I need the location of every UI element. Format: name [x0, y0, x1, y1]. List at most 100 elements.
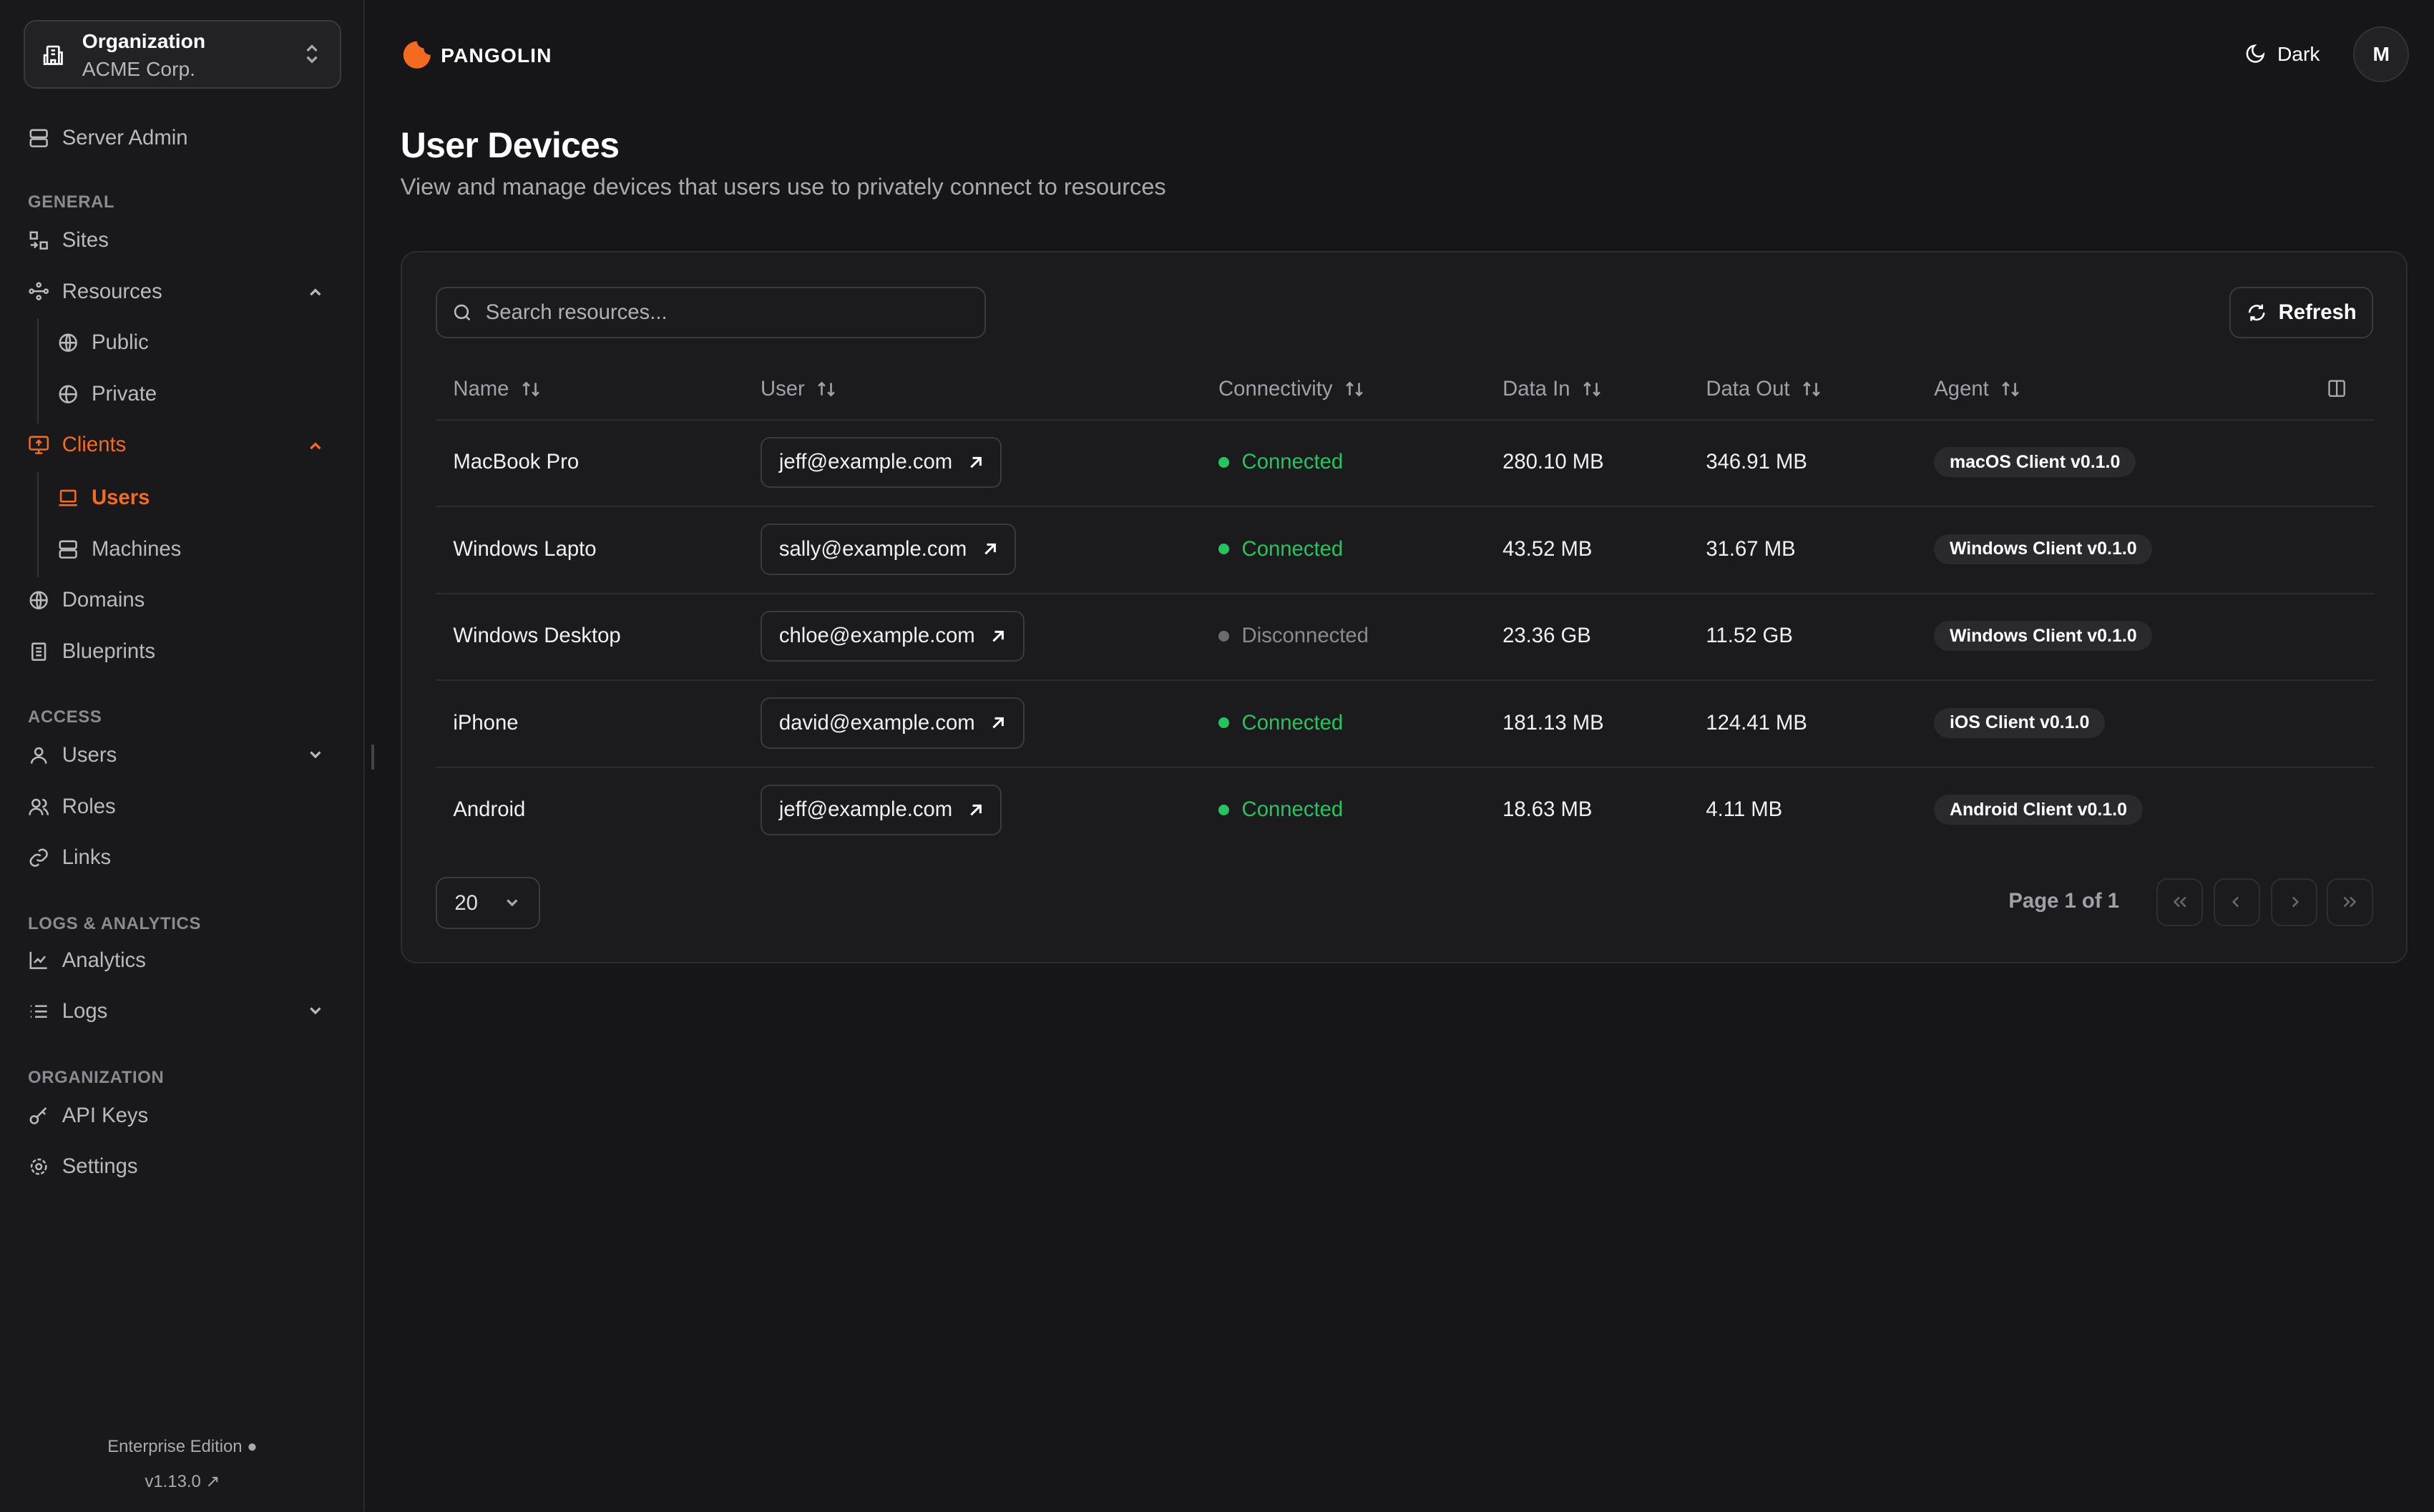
page-title: User Devices [400, 124, 620, 165]
column-label: Data In [1502, 377, 1570, 401]
label: Users [91, 486, 150, 510]
sidebar-item-settings[interactable]: Settings [28, 1154, 338, 1179]
agent-badge: Windows Client v0.1.0 [1934, 534, 2153, 564]
avatar[interactable]: M [2353, 26, 2410, 82]
column-header-user[interactable]: User [761, 377, 836, 401]
last-page-button[interactable] [2327, 878, 2374, 927]
user-link-button[interactable]: david@example.com [760, 697, 1025, 749]
chevron-down-icon [309, 1007, 321, 1015]
search-placeholder: Search resources... [485, 300, 668, 324]
sidebar-item-analytics[interactable]: Analytics [28, 948, 338, 973]
data-out: 4.11 MB [1706, 797, 1783, 822]
user-link-button[interactable]: jeff@example.com [760, 784, 1002, 836]
device-name: Android [453, 797, 526, 822]
status-dot [1218, 717, 1230, 729]
sidebar-item-sites[interactable]: Sites [28, 228, 338, 252]
status-dot [1218, 544, 1230, 555]
sidebar-item-server-admin[interactable]: Server Admin [28, 126, 338, 150]
sites-icon [29, 231, 48, 250]
theme-toggle[interactable]: Dark [2244, 42, 2320, 66]
user-email: jeff@example.com [778, 450, 953, 474]
monitor-up-icon [29, 436, 49, 454]
column-header-data-out[interactable]: Data Out [1706, 377, 1821, 401]
arrow-up-right-icon [984, 543, 996, 555]
data-in: 23.36 GB [1502, 624, 1591, 648]
connectivity-status: Connected [1218, 506, 1343, 593]
prev-page-button[interactable] [2213, 878, 2260, 927]
columns-toggle-icon[interactable] [2327, 378, 2347, 398]
row-divider [436, 766, 2375, 768]
sidebar-item-users[interactable]: Users [57, 486, 368, 510]
sidebar-item-links[interactable]: Links [28, 845, 338, 870]
sidebar-resize-handle[interactable] [371, 745, 374, 770]
user-link-button[interactable]: sally@example.com [760, 524, 1017, 575]
sidebar-item-resources[interactable]: Resources [28, 280, 338, 304]
section-access: ACCESS [28, 707, 102, 727]
refresh-button[interactable]: Refresh [2229, 287, 2374, 338]
tree-line [37, 471, 39, 578]
sidebar-item-logs[interactable]: Logs [28, 999, 338, 1023]
label: Settings [62, 1154, 138, 1179]
external-link-icon: ↗ [205, 1471, 220, 1491]
data-out: 31.67 MB [1706, 536, 1796, 561]
link-icon [29, 848, 48, 868]
page-size-select[interactable]: 20 [436, 876, 540, 930]
column-header-connectivity[interactable]: Connectivity [1218, 377, 1364, 401]
label: Clients [62, 433, 127, 457]
user-link-button[interactable]: chloe@example.com [760, 610, 1025, 662]
chevron-right-icon [2292, 897, 2299, 908]
laptop-icon [59, 489, 78, 506]
data-out: 124.41 MB [1706, 710, 1807, 735]
column-label: Data Out [1706, 377, 1790, 401]
sidebar-item-machines[interactable]: Machines [57, 537, 368, 561]
gear-icon [30, 1158, 47, 1175]
version-link[interactable]: v1.13.0 ↗ [0, 1471, 365, 1492]
edition-label[interactable]: Enterprise Edition ● [0, 1437, 365, 1457]
sidebar-item-access-users[interactable]: Users [28, 743, 338, 767]
brand-name: PANGOLIN [441, 43, 552, 67]
sidebar-item-private[interactable]: Private [57, 382, 368, 406]
devices-card: Search resources... Refresh Name User Conn… [400, 251, 2409, 964]
arrow-up-right-icon [970, 804, 982, 815]
label: Private [91, 381, 157, 406]
org-switcher[interactable]: Organization ACME Corp. [23, 20, 342, 89]
sidebar-item-api-keys[interactable]: API Keys [28, 1104, 338, 1128]
search-icon [454, 304, 471, 321]
sidebar-item-public[interactable]: Public [57, 330, 368, 355]
search-input[interactable]: Search resources... [436, 287, 986, 338]
sort-icon [818, 381, 835, 397]
globe-icon [59, 333, 78, 352]
label: Machines [91, 536, 182, 561]
brand-logo[interactable]: PANGOLIN [401, 39, 552, 72]
page-subtitle: View and manage devices that users use t… [400, 174, 1166, 200]
column-label: Connectivity [1218, 377, 1333, 401]
first-page-button[interactable] [2156, 878, 2203, 927]
chevrons-left-icon [2173, 897, 2186, 908]
column-header-name[interactable]: Name [453, 377, 539, 401]
label: Links [62, 845, 112, 870]
row-divider [436, 506, 2375, 508]
sidebar-item-domains[interactable]: Domains [28, 588, 338, 612]
column-header-agent[interactable]: Agent [1934, 377, 2020, 401]
label: API Keys [62, 1103, 149, 1127]
next-page-button[interactable] [2271, 878, 2318, 927]
version-text: v1.13.0 [145, 1471, 201, 1491]
sidebar-item-clients[interactable]: Clients [28, 433, 338, 457]
section-general: GENERAL [28, 192, 115, 212]
chevrons-right-icon [2343, 897, 2357, 908]
arrow-up-right-icon [970, 456, 982, 468]
user-email: chloe@example.com [778, 624, 975, 648]
table-row: Android jeff@example.com Connected 18.63… [402, 767, 2409, 854]
sidebar-item-roles[interactable]: Roles [28, 795, 338, 819]
user-link-button[interactable]: jeff@example.com [760, 436, 1002, 489]
sidebar-item-blueprints[interactable]: Blueprints [28, 639, 338, 664]
globe-lock-icon [59, 385, 78, 403]
theme-label: Dark [2277, 41, 2320, 65]
key-icon [29, 1107, 47, 1125]
tree-line [37, 318, 39, 424]
user-email: jeff@example.com [778, 797, 953, 822]
column-header-data-in[interactable]: Data In [1502, 377, 1601, 401]
arrow-up-right-icon [992, 717, 1005, 729]
user-icon [30, 747, 47, 764]
label: Roles [62, 794, 116, 818]
